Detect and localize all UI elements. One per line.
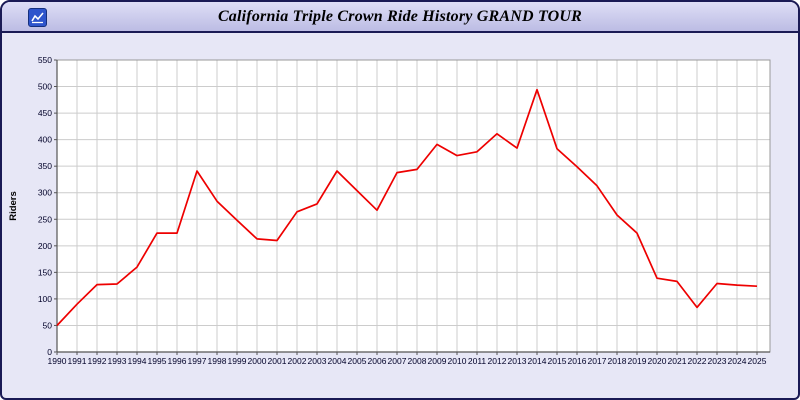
x-tick-label: 2025	[748, 356, 767, 366]
y-tick-label: 0	[47, 347, 52, 357]
x-tick-label: 2022	[688, 356, 707, 366]
y-tick-label: 250	[38, 214, 52, 224]
x-tick-label: 2001	[268, 356, 287, 366]
x-tick-label: 2014	[528, 356, 547, 366]
chart-panel: 0 50 100 150 200 250 300 350 400 450 500 550 1990 199…	[2, 33, 798, 398]
x-tick-label: 2015	[548, 356, 567, 366]
x-tick-label: 1997	[188, 356, 207, 366]
page-title: California Triple Crown Ride History GRA…	[217, 7, 583, 25]
x-tick-label: 2018	[608, 356, 627, 366]
x-tick-label: 2021	[668, 356, 687, 366]
x-tick-label: 1993	[108, 356, 127, 366]
x-tick-label: 2020	[648, 356, 667, 366]
chart-window-icon	[28, 8, 47, 27]
x-tick-label: 2005	[348, 356, 367, 366]
x-tick-label: 2019	[628, 356, 647, 366]
x-tick-label: 2009	[428, 356, 447, 366]
x-tick-label: 2004	[328, 356, 347, 366]
x-tick-label: 2012	[488, 356, 507, 366]
x-tick-label: 1992	[88, 356, 107, 366]
x-tick-label: 1996	[168, 356, 187, 366]
x-tick-label: 1995	[148, 356, 167, 366]
x-tick-label: 2003	[308, 356, 327, 366]
y-tick-label: 200	[38, 241, 52, 251]
x-tick-label: 2010	[448, 356, 467, 366]
x-tick-label: 1999	[228, 356, 247, 366]
x-tick-label: 2008	[408, 356, 427, 366]
y-tick-label: 300	[38, 188, 52, 198]
x-tick-label: 2013	[508, 356, 527, 366]
y-tick-label: 450	[38, 108, 52, 118]
y-tick-label: 150	[38, 267, 52, 277]
x-tick-label: 1994	[128, 356, 147, 366]
x-tick-label: 2016	[568, 356, 587, 366]
y-axis-label: Riders	[8, 191, 19, 221]
plot-area	[57, 60, 770, 352]
title-bar: California Triple Crown Ride History GRA…	[2, 2, 798, 33]
y-tick-label: 400	[38, 135, 52, 145]
x-tick-label: 2024	[728, 356, 747, 366]
x-tick-label: 2006	[368, 356, 387, 366]
y-tick-label: 50	[43, 320, 53, 330]
x-tick-label: 2000	[248, 356, 267, 366]
riders-series-line	[56, 88, 758, 327]
x-tick-label: 1998	[208, 356, 227, 366]
y-tick-label: 550	[38, 55, 52, 65]
y-tick-label: 100	[38, 294, 52, 304]
x-tick-label: 1990	[48, 356, 67, 366]
y-tick-label: 500	[38, 82, 52, 92]
x-tick-label: 2007	[388, 356, 407, 366]
x-tick-label: 1991	[68, 356, 87, 366]
x-tick-label: 2002	[288, 356, 307, 366]
x-tick-label: 2023	[708, 356, 727, 366]
y-tick-label: 350	[38, 161, 52, 171]
x-tick-label: 2017	[588, 356, 607, 366]
x-tick-label: 2011	[468, 356, 487, 366]
